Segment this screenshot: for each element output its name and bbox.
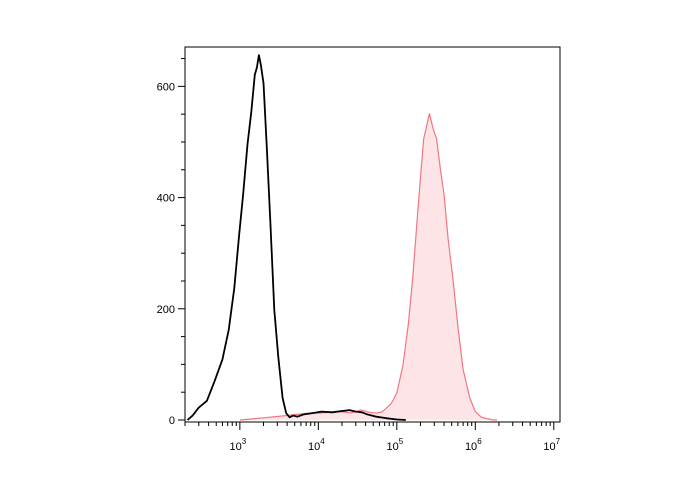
x-tick-label: 105 xyxy=(386,437,403,453)
x-tick-label: 103 xyxy=(230,437,247,453)
plot-frame xyxy=(184,46,561,423)
y-tick-label: 400 xyxy=(157,193,175,205)
x-axis: 103 104 105 106 107 xyxy=(184,422,561,453)
y-axis: 0 200 400 600 xyxy=(157,58,185,427)
x-tick-label: 107 xyxy=(543,437,560,453)
x-tick-label: 104 xyxy=(308,437,325,453)
y-tick-label: 0 xyxy=(169,415,175,427)
series-1-fill xyxy=(239,113,498,420)
y-tick-label: 200 xyxy=(157,304,175,316)
y-tick-label: 600 xyxy=(157,81,175,93)
series-0-line xyxy=(186,54,406,421)
series-layer xyxy=(186,54,498,421)
x-tick-label: 106 xyxy=(465,437,482,453)
